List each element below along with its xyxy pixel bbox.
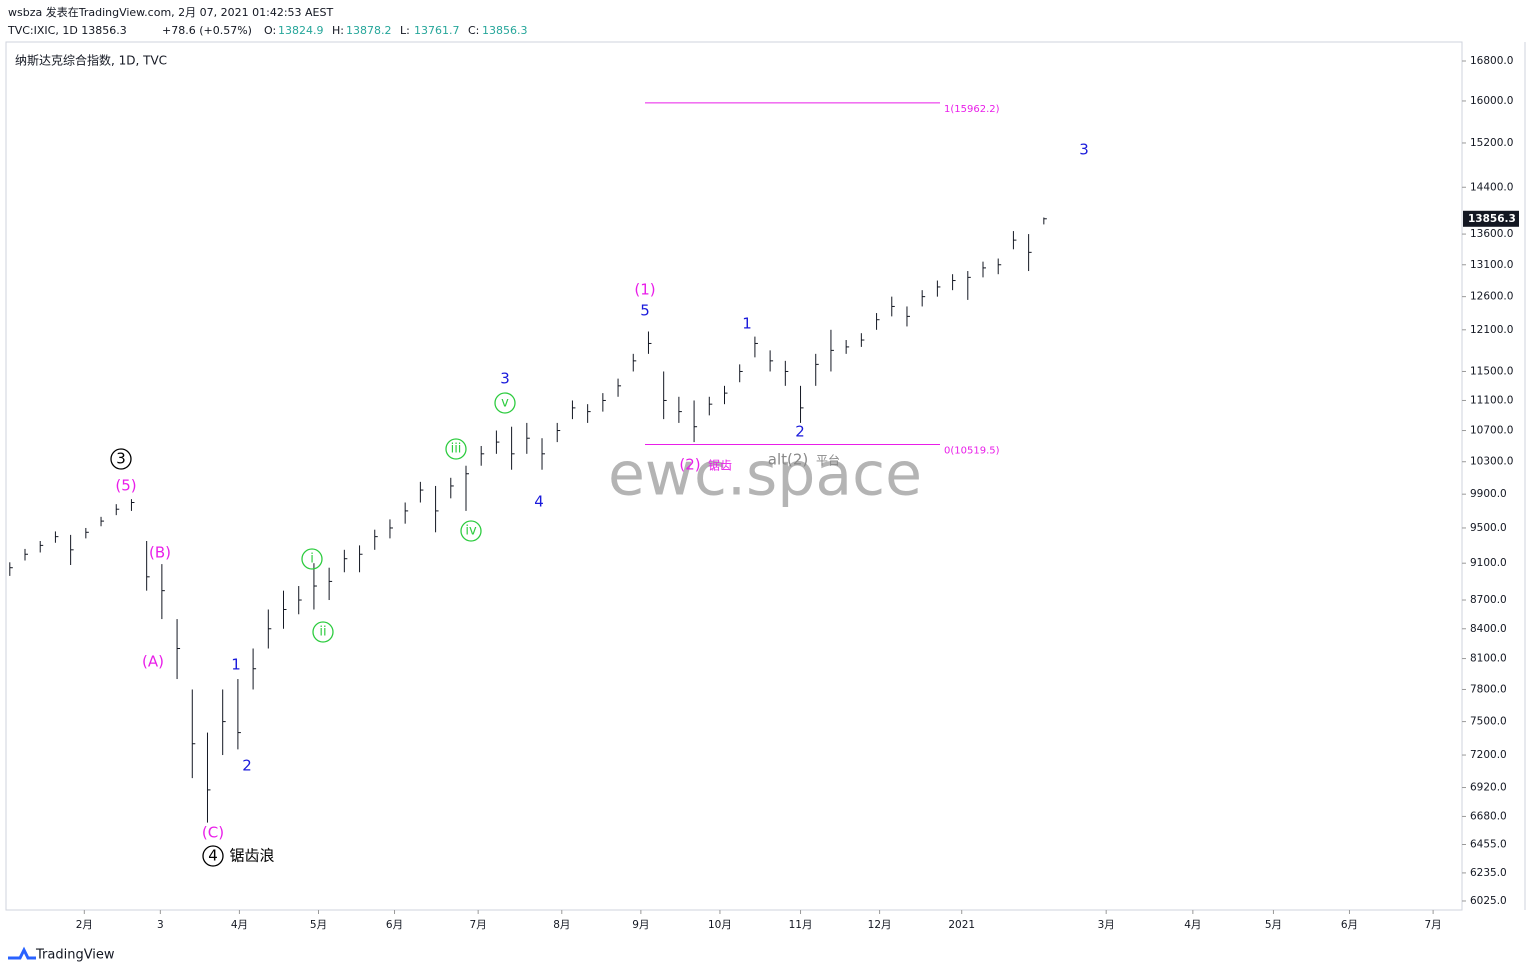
y-tick-label: 11500.0 — [1470, 365, 1513, 377]
y-tick-label: 13600.0 — [1470, 228, 1513, 240]
x-tick-label: 9月 — [632, 919, 649, 931]
wave-label: 5 — [640, 302, 650, 320]
wave-label: (2) — [679, 456, 700, 474]
wave-circle — [494, 392, 516, 414]
ohlc-value: 13856.3 — [482, 24, 528, 37]
wave-label: (1) — [634, 281, 655, 299]
wave-label: 锯齿 — [708, 458, 732, 473]
wave-circle — [460, 520, 482, 542]
y-tick-label: 10700.0 — [1470, 425, 1513, 437]
wave-circle — [202, 845, 224, 867]
x-tick-label: 3月 — [1098, 919, 1115, 931]
x-tick-label: 8月 — [553, 919, 570, 931]
y-tick-label: 16800.0 — [1470, 55, 1513, 67]
y-tick-label: 9900.0 — [1470, 488, 1507, 500]
wave-label: 1 — [231, 656, 241, 674]
wave-label: 4 — [208, 847, 218, 865]
change: +78.6 (+0.57%) — [162, 24, 252, 37]
ohlc-key: L: — [400, 24, 410, 37]
x-tick-label: 3 — [157, 919, 164, 931]
y-tick-label: 13100.0 — [1470, 259, 1513, 271]
y-tick-label: 9100.0 — [1470, 557, 1507, 569]
logo-icon — [8, 946, 36, 960]
wave-label: 锯齿浪 — [229, 847, 274, 865]
wave-label: 3 — [116, 450, 126, 468]
fib-label: 1(15962.2) — [944, 104, 1000, 115]
y-tick-label: 6455.0 — [1470, 839, 1507, 851]
wave-circle — [312, 621, 334, 643]
y-tick-label: 12100.0 — [1470, 324, 1513, 336]
y-tick-label: 14400.0 — [1470, 181, 1513, 193]
symbol: TVC:IXIC, 1D 13856.3 — [7, 24, 127, 37]
y-tick-label: 6680.0 — [1470, 810, 1507, 822]
last-price-box — [1463, 210, 1519, 227]
y-tick-label: 8400.0 — [1470, 623, 1507, 635]
y-tick-label: 15200.0 — [1470, 137, 1513, 149]
wave-label: 3 — [1079, 141, 1089, 159]
wave-label: (A) — [142, 653, 164, 671]
wave-circle — [301, 548, 323, 570]
y-tick-label: 8700.0 — [1470, 594, 1507, 606]
y-tick-label: 12600.0 — [1470, 291, 1513, 303]
ohlc-value: 13824.9 — [278, 24, 324, 37]
wave-label: (B) — [149, 544, 171, 562]
wave-circle — [445, 438, 467, 460]
wave-circle — [110, 448, 132, 470]
publisher: wsbza 发表在TradingView.com, 2月 07, 2021 01… — [8, 5, 333, 19]
y-tick-label: 8100.0 — [1470, 653, 1507, 665]
wave-label: alt(2) — [768, 451, 809, 469]
fib-label: 0(10519.5) — [944, 445, 1000, 456]
wave-label: i — [310, 552, 314, 567]
x-tick-label: 4月 — [1184, 919, 1201, 931]
wave-label: (C) — [202, 824, 224, 842]
y-tick-label: 16000.0 — [1470, 95, 1513, 107]
wave-label: 3 — [500, 370, 510, 388]
y-tick-label: 7500.0 — [1470, 716, 1507, 728]
x-tick-label: 10月 — [708, 919, 732, 931]
y-tick-label: 6025.0 — [1470, 895, 1507, 907]
wave-label: 1 — [742, 315, 752, 333]
ohlc-value: 13761.7 — [414, 24, 460, 37]
ohlc-key: C: — [468, 24, 479, 37]
ohlc-key: O: — [264, 24, 276, 37]
x-tick-label: 12月 — [868, 919, 892, 931]
x-tick-label: 2021 — [948, 919, 975, 931]
x-tick-label: 6月 — [386, 919, 403, 931]
watermark: ewc.space — [608, 440, 922, 510]
wave-label: iv — [465, 524, 477, 539]
wave-label: ii — [319, 625, 326, 640]
x-tick-label: 7月 — [1425, 919, 1442, 931]
wave-label: 平台 — [816, 453, 840, 468]
x-tick-label: 5月 — [1265, 919, 1282, 931]
x-tick-label: 6月 — [1341, 919, 1358, 931]
x-tick-label: 7月 — [470, 919, 487, 931]
ohlc-key: H: — [332, 24, 344, 37]
x-tick-label: 5月 — [310, 919, 327, 931]
y-tick-label: 7800.0 — [1470, 683, 1507, 695]
y-tick-label: 6920.0 — [1470, 782, 1507, 794]
ohlc-value: 13878.2 — [346, 24, 392, 37]
last-price-label: 13856.3 — [1468, 213, 1516, 225]
wave-label: 2 — [242, 757, 252, 775]
y-tick-label: 10300.0 — [1470, 456, 1513, 468]
wave-label: (5) — [115, 477, 136, 495]
y-tick-label: 11100.0 — [1470, 394, 1513, 406]
legend: 纳斯达克综合指数, 1D, TVC — [15, 53, 167, 68]
wave-label: 4 — [534, 493, 544, 511]
y-tick-label: 9500.0 — [1470, 522, 1507, 534]
wave-label: v — [501, 396, 509, 411]
wave-label: 2 — [795, 423, 805, 441]
plot-frame — [5, 41, 1463, 911]
x-tick-label: 11月 — [789, 919, 813, 931]
wave-label: iii — [451, 442, 462, 457]
x-tick-label: 4月 — [231, 919, 248, 931]
x-tick-label: 2月 — [76, 919, 93, 931]
footer-brand[interactable]: TradingView — [35, 948, 115, 963]
y-tick-label: 6235.0 — [1470, 867, 1507, 879]
y-tick-label: 7200.0 — [1470, 749, 1507, 761]
